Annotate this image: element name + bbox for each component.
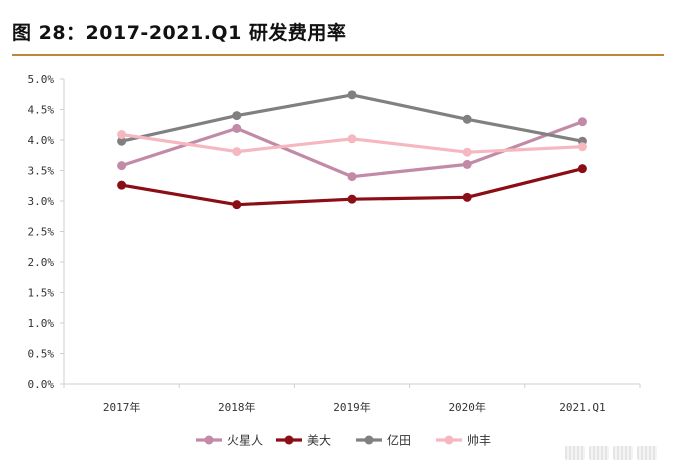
x-tick-label: 2017年 — [103, 400, 141, 414]
data-point — [232, 111, 242, 121]
data-point — [462, 192, 472, 202]
chart-title: 图 28：2017-2021.Q1 研发费用率 — [12, 22, 347, 44]
legend-label: 美大 — [307, 434, 331, 448]
chart-legend: 火星人 美大 亿田 帅丰 — [196, 433, 491, 448]
y-tick-label: 0.0% — [28, 378, 55, 391]
data-point — [462, 114, 472, 124]
data-point — [232, 123, 242, 133]
y-tick-label: 4.5% — [28, 104, 55, 117]
y-tick-label: 2.0% — [28, 256, 55, 269]
data-point — [232, 200, 242, 210]
data-point — [347, 134, 357, 144]
series-layer — [117, 90, 587, 210]
legend-swatch-marker — [204, 435, 214, 445]
watermark — [565, 446, 665, 460]
data-point — [117, 136, 127, 146]
data-point — [577, 164, 587, 174]
data-point — [232, 147, 242, 157]
title-bar: 图 28：2017-2021.Q1 研发费用率 — [12, 18, 664, 56]
data-point — [462, 159, 472, 169]
chart-axes: 0.0% 0.5% 1.0% 1.5% 2.0% 2.5% 3.0% 3.5% 4.0% 4.5%… — [28, 73, 641, 414]
y-tick-label: 3.0% — [28, 195, 55, 208]
y-tick-label: 1.0% — [28, 317, 55, 330]
data-point — [117, 161, 127, 171]
legend-swatch-marker — [444, 435, 454, 445]
y-tick-label: 5.0% — [28, 73, 55, 86]
y-tick-label: 4.0% — [28, 134, 55, 147]
legend-swatch-marker — [364, 435, 374, 445]
legend-label: 帅丰 — [467, 434, 491, 448]
series-line — [119, 93, 585, 143]
data-point — [117, 130, 127, 140]
legend-label: 亿田 — [387, 433, 411, 448]
y-tick-label: 2.5% — [28, 226, 55, 239]
data-point — [347, 172, 357, 182]
data-point — [347, 194, 357, 204]
x-tick-label: 2019年 — [333, 400, 371, 414]
data-point — [577, 117, 587, 127]
x-tick-label: 2020年 — [448, 400, 486, 414]
legend-swatch-marker — [284, 435, 294, 445]
y-tick-label: 3.5% — [28, 165, 55, 178]
y-tick-label: 1.5% — [28, 287, 55, 300]
data-point — [462, 147, 472, 157]
x-tick-label: 2021.Q1 — [559, 401, 605, 414]
data-point — [347, 90, 357, 100]
data-point — [577, 142, 587, 152]
legend-label: 火星人 — [227, 434, 263, 448]
x-tick-label: 2018年 — [218, 400, 256, 414]
y-tick-label: 0.5% — [28, 348, 55, 361]
data-point — [117, 180, 127, 190]
